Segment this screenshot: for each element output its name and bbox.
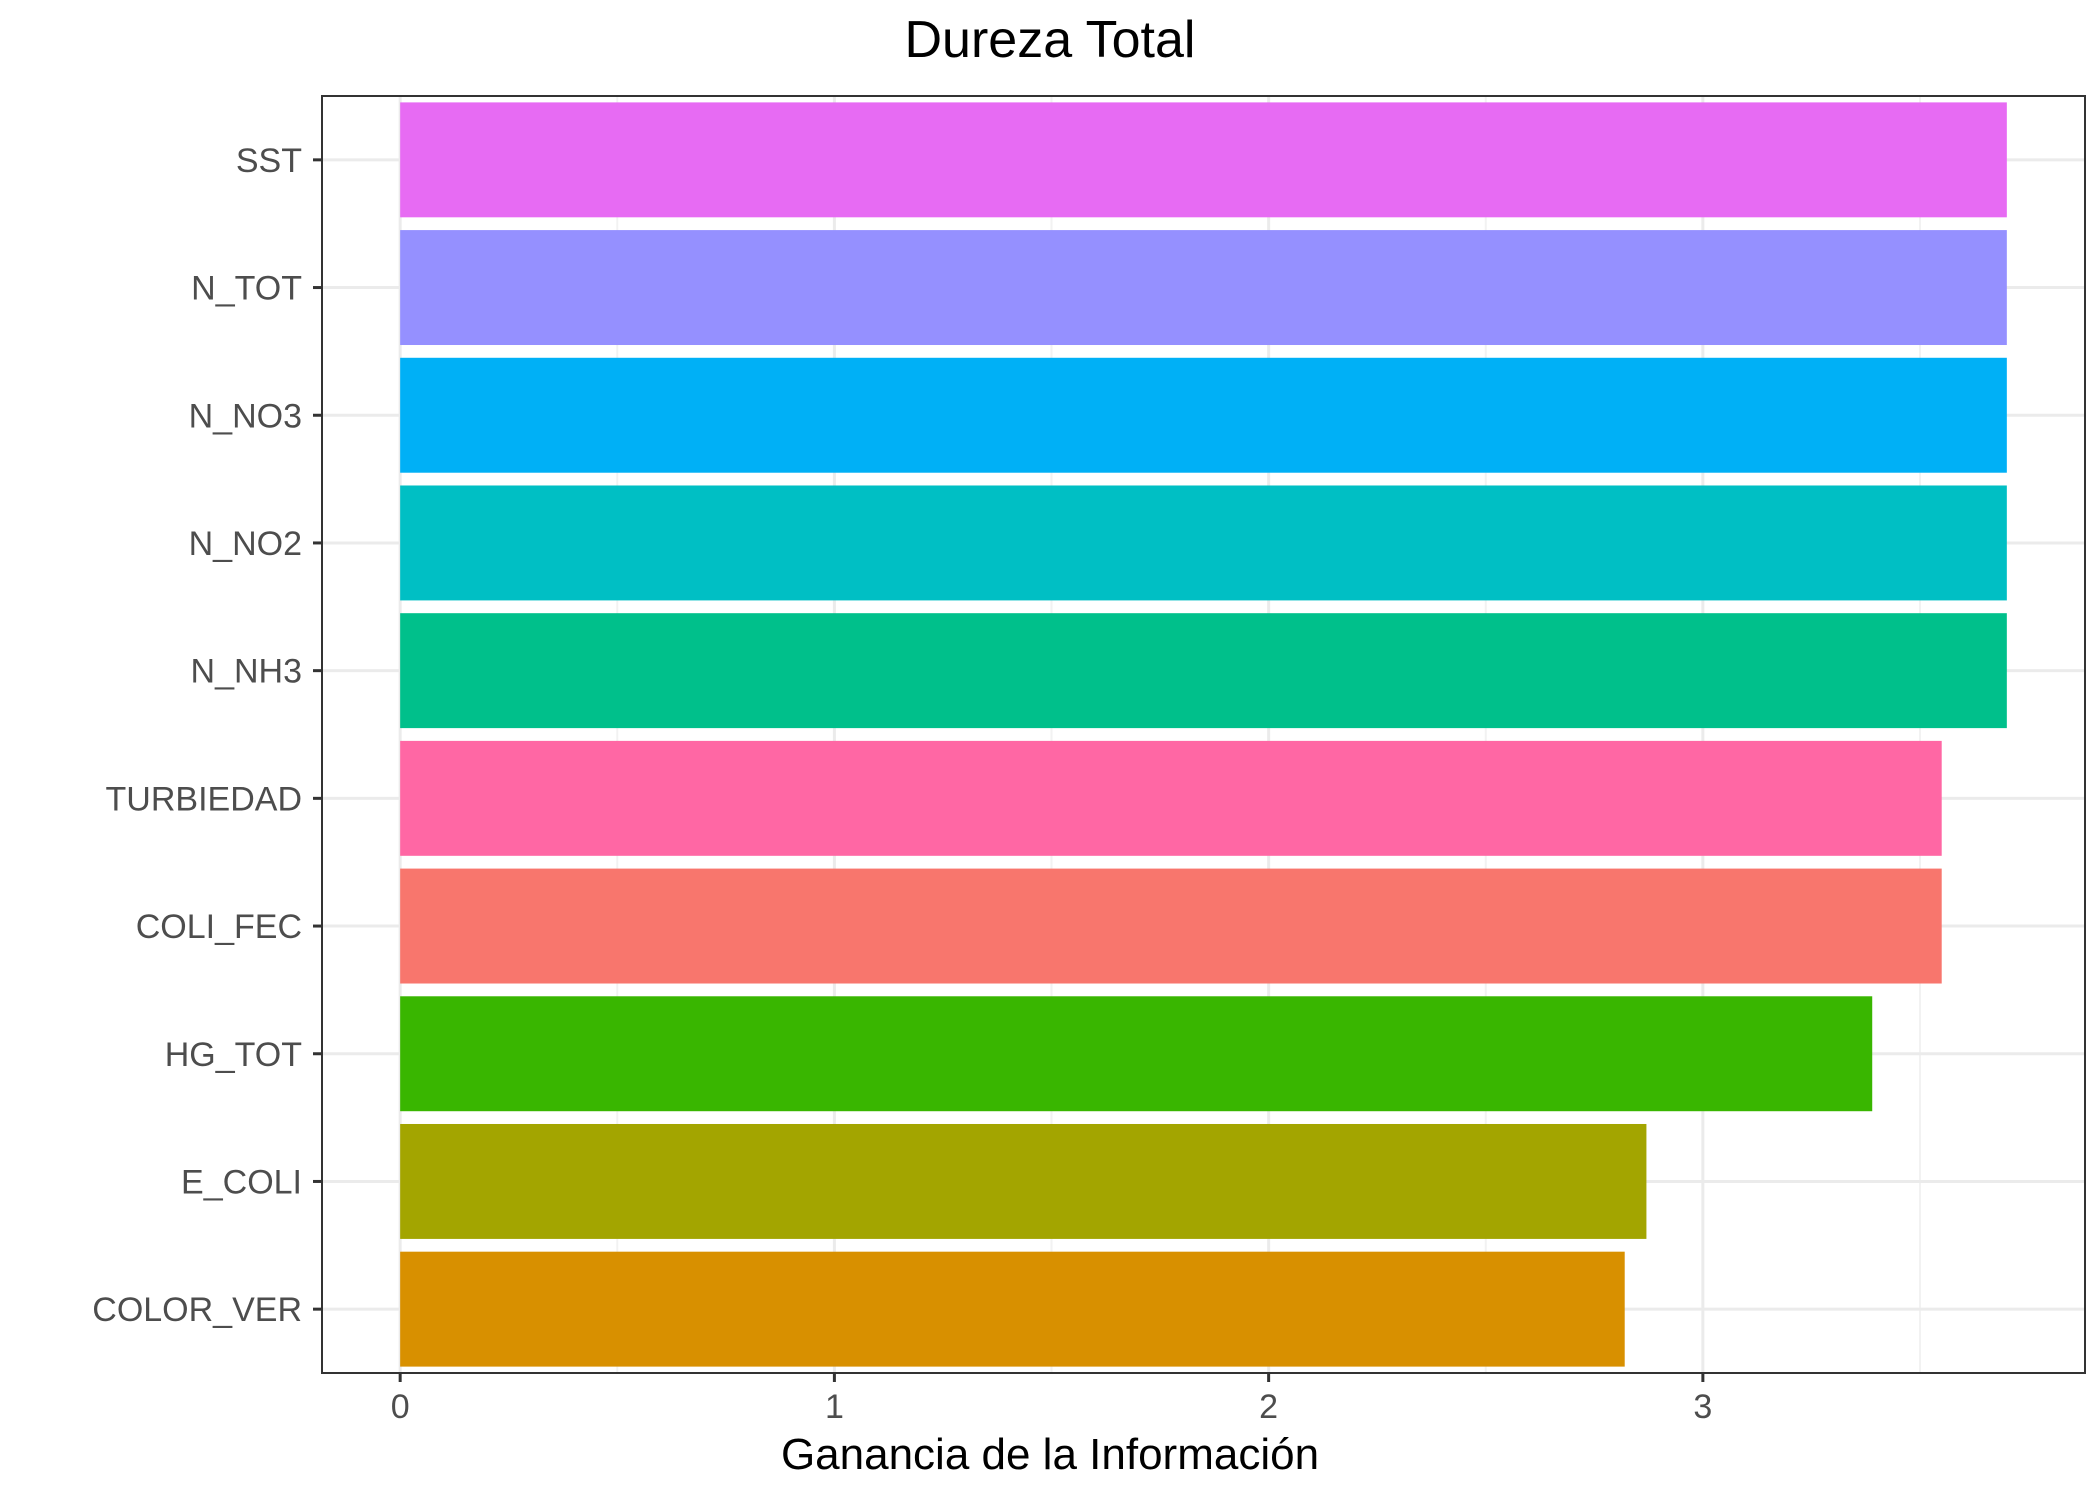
bar-color-ver [400,1251,1625,1367]
x-axis-label: Ganancia de la Información [780,1430,1320,1479]
y-tick-label: N_NO3 [189,397,302,435]
plot-border [321,95,2086,1374]
bar-n-no2 [400,485,2007,601]
y-tick-label: N_NH3 [191,653,302,691]
x-axis: 0 1 2 3 [391,1373,1712,1426]
bar-n-tot [400,230,2007,346]
y-tick-label: E_COLI [181,1163,302,1201]
y-tick-label: N_TOT [191,270,302,308]
y-tick-label: HG_TOT [165,1036,302,1074]
y-tick-label: N_NO2 [189,525,302,563]
bar-hg-tot [400,996,1873,1112]
bar-n-no3 [400,357,2007,473]
chart-title: Dureza Total [904,11,1196,69]
bar-n-nh3 [400,613,2007,729]
bar-coli-fec [400,868,1942,984]
y-tick-label: COLOR_VER [92,1291,302,1329]
x-tick-label: 3 [1693,1388,1712,1426]
x-tick-label: 0 [391,1388,410,1426]
bar-sst [400,102,2007,218]
bar-turbiedad [400,740,1942,856]
x-tick-label: 2 [1259,1388,1278,1426]
y-tick-label: COLI_FEC [136,908,302,946]
y-tick-label: SST [236,142,302,180]
bar-e-coli [400,1123,1647,1239]
y-axis: SST N_TOT N_NO3 N_NO2 N_NH3 TURBIEDAD COLI_FEC… [92,142,322,1329]
y-tick-label: TURBIEDAD [106,780,302,818]
x-tick-label: 1 [825,1388,844,1426]
bars-group [400,102,2007,1367]
